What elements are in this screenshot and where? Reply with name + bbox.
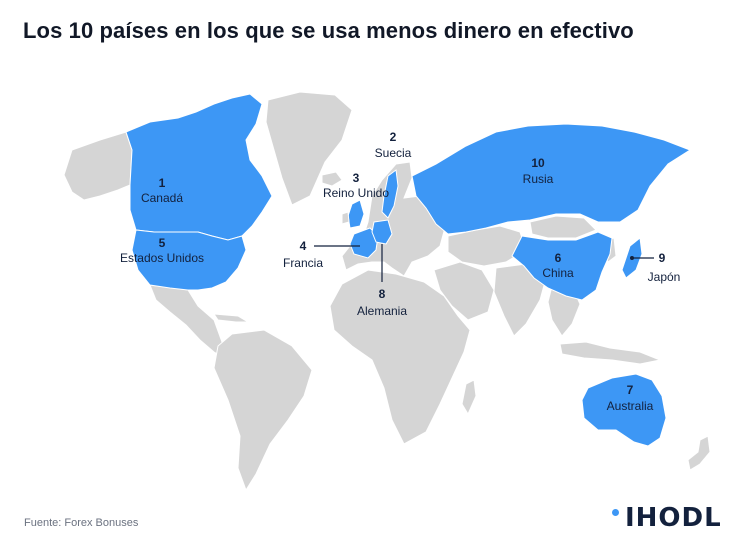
logo-dot-icon	[612, 508, 619, 516]
uk-shape	[347, 199, 365, 229]
china-rank: 6	[555, 251, 562, 265]
japan-name: Japón	[648, 270, 681, 284]
canada-rank: 1	[159, 176, 166, 190]
usa-name: Estados Unidos	[120, 251, 204, 265]
ireland-shape	[341, 211, 350, 225]
madagascar-shape	[461, 379, 477, 416]
germany-name: Alemania	[357, 304, 407, 318]
africa-shape	[329, 269, 471, 445]
china-name: China	[542, 266, 574, 280]
australia-shape	[581, 373, 667, 447]
germany-rank: 8	[379, 287, 386, 301]
russia-name: Rusia	[523, 172, 554, 186]
alaska-shape	[63, 131, 133, 201]
japan-rank: 9	[659, 251, 666, 265]
russia-rank: 10	[531, 156, 545, 170]
canada-shape	[125, 93, 273, 241]
australia-name: Australia	[607, 399, 654, 413]
mongolia-shape	[529, 215, 597, 239]
japan-leader-dot	[630, 256, 634, 260]
logo-text: IHODL	[625, 503, 722, 533]
indonesia-shape	[559, 341, 662, 365]
uk-name: Reino Unido	[323, 186, 389, 200]
sweden-shape	[381, 169, 399, 219]
russia-shape	[411, 123, 692, 235]
uk-rank: 3	[353, 171, 360, 185]
new-zealand-shape	[687, 435, 711, 471]
source-note: Fuente: Forex Bonuses	[24, 517, 139, 529]
sweden-name: Suecia	[375, 146, 412, 160]
australia-rank: 7	[627, 383, 634, 397]
brand-logo: IHODL	[612, 503, 722, 533]
caribbean-shape	[213, 313, 250, 323]
france-name: Francia	[283, 256, 323, 270]
south-america-shape	[213, 329, 313, 492]
greenland-shape	[265, 91, 353, 206]
iceland-shape	[321, 171, 343, 187]
page-title: Los 10 países en los que se usa menos di…	[23, 18, 634, 43]
usa-shape	[131, 229, 247, 291]
france-rank: 4	[300, 239, 307, 253]
germany-shape	[371, 219, 393, 245]
canada-name: Canadá	[141, 191, 183, 205]
usa-rank: 5	[159, 236, 166, 250]
china-shape	[511, 231, 613, 301]
sweden-rank: 2	[390, 130, 397, 144]
middle-east-shape	[433, 261, 495, 321]
